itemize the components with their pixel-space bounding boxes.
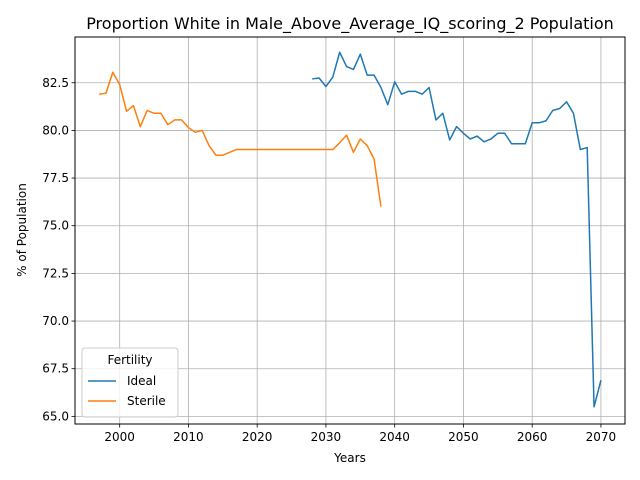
x-tick-label: 2020 [242,430,273,444]
axis-ticks: 2000 2010 2020 2030 2040 2050 2060 2070 65.0 67.5… [42,76,616,444]
legend-box [81,347,179,418]
grid [75,37,625,424]
series-line-sterile [98,71,382,207]
series-lines [98,51,602,408]
chart-title: Proportion White in Male_Above_Average_I… [86,14,614,34]
legend-title: Fertility [107,353,152,367]
x-tick-label: 2060 [517,430,548,444]
y-tick-label: 65.0 [42,409,69,423]
y-tick-label: 80.0 [42,123,69,137]
series-line-ideal [312,51,602,408]
y-tick-label: 72.5 [42,266,69,280]
legend-label-sterile: Sterile [127,394,166,408]
y-tick-label: 82.5 [42,76,69,90]
x-tick-label: 2000 [104,430,135,444]
y-tick-label: 67.5 [42,362,69,376]
x-tick-label: 2070 [586,430,617,444]
legend-label-ideal: Ideal [127,374,156,388]
plot-frame [74,36,626,425]
y-tick-label: 77.5 [42,171,69,185]
legend: Fertility Ideal Sterile [81,347,179,418]
y-tick-label: 70.0 [42,314,69,328]
y-axis-label: % of Population [15,183,29,277]
y-tick-label: 75.0 [42,219,69,233]
x-tick-label: 2010 [173,430,204,444]
x-tick-label: 2030 [311,430,342,444]
x-tick-label: 2040 [379,430,410,444]
x-axis-label: Years [333,451,366,465]
x-tick-label: 2050 [448,430,479,444]
